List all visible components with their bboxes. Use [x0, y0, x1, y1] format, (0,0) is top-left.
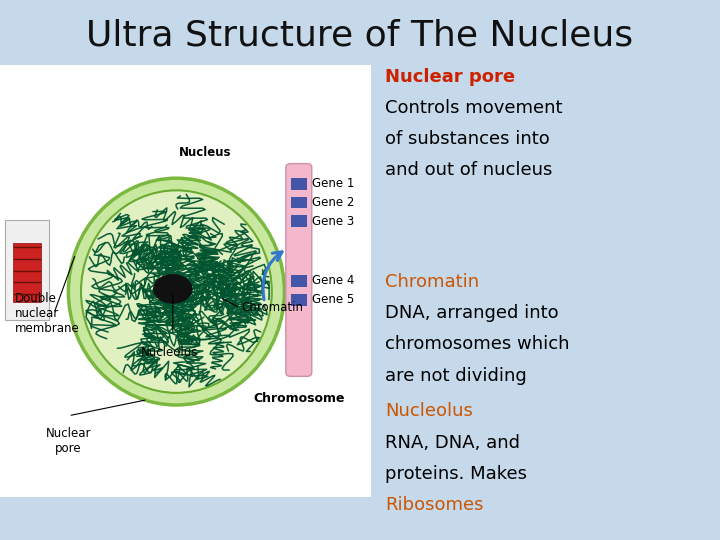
Text: proteins. Makes: proteins. Makes — [385, 465, 527, 483]
Text: Nucleolus: Nucleolus — [140, 346, 198, 359]
Text: Nucleolus: Nucleolus — [385, 402, 473, 420]
FancyBboxPatch shape — [291, 294, 307, 306]
Text: RNA, DNA, and: RNA, DNA, and — [385, 434, 521, 451]
Text: Gene 4: Gene 4 — [312, 274, 354, 287]
Text: Nucleus: Nucleus — [179, 146, 231, 159]
Text: are not dividing: are not dividing — [385, 367, 527, 384]
Text: Chromosome: Chromosome — [253, 392, 345, 404]
Text: of substances into: of substances into — [385, 130, 550, 148]
Ellipse shape — [153, 274, 193, 303]
FancyBboxPatch shape — [291, 215, 307, 227]
FancyArrowPatch shape — [263, 252, 282, 300]
Text: Nuclear
pore: Nuclear pore — [45, 427, 91, 455]
FancyBboxPatch shape — [5, 220, 49, 320]
Text: Gene 1: Gene 1 — [312, 177, 354, 190]
Text: and out of nucleus: and out of nucleus — [385, 161, 552, 179]
Ellipse shape — [68, 178, 284, 405]
Text: chromosomes which: chromosomes which — [385, 335, 570, 353]
Text: Ultra Structure of The Nucleus: Ultra Structure of The Nucleus — [86, 19, 634, 53]
Text: Chromatin: Chromatin — [241, 301, 303, 314]
FancyBboxPatch shape — [291, 275, 307, 287]
FancyBboxPatch shape — [13, 243, 41, 302]
FancyBboxPatch shape — [0, 65, 371, 497]
Ellipse shape — [81, 191, 272, 393]
Text: Controls movement: Controls movement — [385, 99, 563, 117]
Text: Double
nuclear
membrane: Double nuclear membrane — [14, 292, 79, 335]
Text: Gene 5: Gene 5 — [312, 293, 354, 306]
FancyBboxPatch shape — [291, 197, 307, 208]
Text: Nuclear pore: Nuclear pore — [385, 68, 516, 85]
Text: Gene 3: Gene 3 — [312, 215, 354, 228]
Text: Gene 2: Gene 2 — [312, 196, 354, 209]
FancyBboxPatch shape — [286, 164, 312, 376]
Text: Ribosomes: Ribosomes — [385, 496, 484, 514]
FancyBboxPatch shape — [291, 178, 307, 190]
Text: DNA, arranged into: DNA, arranged into — [385, 304, 559, 322]
Text: Chromatin: Chromatin — [385, 273, 480, 291]
